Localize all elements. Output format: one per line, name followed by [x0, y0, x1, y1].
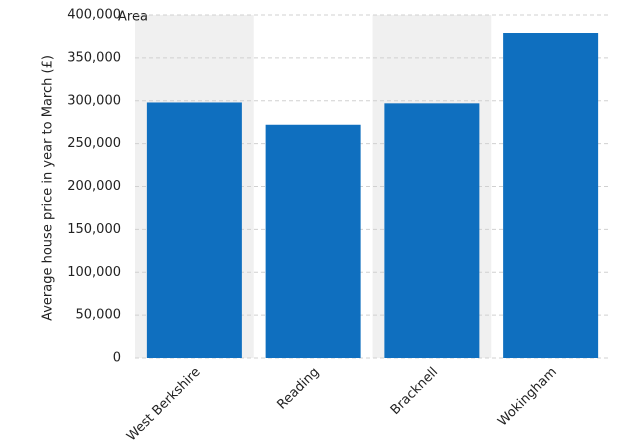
x-tick-label: West Berkshire [124, 365, 204, 445]
bar [384, 103, 480, 358]
x-axis-title: Area [118, 10, 148, 25]
y-tick-label: 350,000 [67, 50, 121, 65]
y-tick-label: 0 [113, 351, 121, 366]
y-tick-label: 200,000 [67, 179, 121, 194]
y-axis-title: Average house price in year to March (£) [41, 55, 56, 321]
bar [265, 124, 361, 358]
y-tick-label: 150,000 [67, 222, 121, 237]
x-tick-label: Wokingham [495, 365, 560, 430]
y-tick-label: 400,000 [67, 8, 121, 23]
y-tick-label: 50,000 [76, 308, 122, 323]
y-tick-label: 250,000 [67, 136, 121, 151]
x-tick-label: Bracknell [388, 365, 441, 418]
bar [503, 33, 599, 358]
y-tick-label: 300,000 [67, 93, 121, 108]
y-tick-label: 100,000 [67, 265, 121, 280]
x-tick-label: Reading [274, 365, 322, 413]
bar [146, 102, 242, 358]
